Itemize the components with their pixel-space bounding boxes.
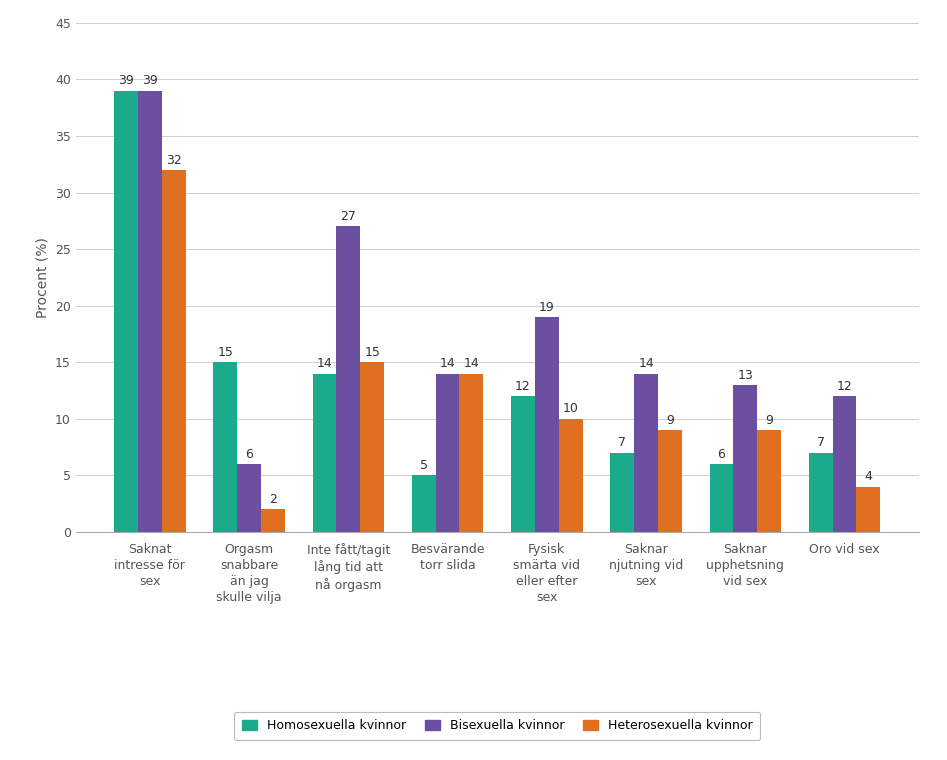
Bar bbox=[162, 170, 186, 532]
Text: 14: 14 bbox=[638, 357, 654, 370]
Text: 7: 7 bbox=[618, 436, 626, 449]
Text: 14: 14 bbox=[316, 357, 332, 370]
Text: 39: 39 bbox=[142, 74, 157, 87]
Bar bbox=[436, 374, 459, 532]
Bar bbox=[237, 464, 261, 532]
Bar bbox=[709, 464, 733, 532]
Text: 12: 12 bbox=[837, 380, 852, 393]
Bar bbox=[360, 363, 384, 532]
Text: 4: 4 bbox=[865, 470, 872, 483]
Y-axis label: Procent (%): Procent (%) bbox=[35, 237, 49, 318]
Text: 5: 5 bbox=[420, 459, 428, 472]
Bar bbox=[459, 374, 483, 532]
Bar bbox=[809, 453, 832, 532]
Text: 2: 2 bbox=[269, 493, 277, 506]
Text: 15: 15 bbox=[365, 346, 380, 359]
Bar bbox=[336, 226, 360, 532]
Bar bbox=[634, 374, 658, 532]
Bar bbox=[758, 430, 781, 532]
Bar bbox=[213, 363, 237, 532]
Bar bbox=[261, 509, 285, 532]
Text: 6: 6 bbox=[245, 448, 253, 461]
Text: 14: 14 bbox=[439, 357, 456, 370]
Bar bbox=[832, 396, 856, 532]
Text: 15: 15 bbox=[217, 346, 233, 359]
Text: 9: 9 bbox=[666, 413, 674, 427]
Legend: Homosexuella kvinnor, Bisexuella kvinnor, Heterosexuella kvinnor: Homosexuella kvinnor, Bisexuella kvinnor… bbox=[234, 711, 760, 739]
Text: 12: 12 bbox=[515, 380, 531, 393]
Text: 19: 19 bbox=[539, 301, 555, 314]
Text: 6: 6 bbox=[718, 448, 725, 461]
Bar bbox=[114, 90, 138, 532]
Bar bbox=[138, 90, 162, 532]
Bar bbox=[535, 317, 559, 532]
Text: 39: 39 bbox=[118, 74, 134, 87]
Bar bbox=[856, 486, 881, 532]
Bar bbox=[658, 430, 682, 532]
Text: 13: 13 bbox=[738, 369, 753, 382]
Bar bbox=[610, 453, 634, 532]
Text: 14: 14 bbox=[463, 357, 479, 370]
Bar bbox=[313, 374, 336, 532]
Text: 7: 7 bbox=[816, 436, 825, 449]
Bar bbox=[412, 476, 436, 532]
Bar bbox=[559, 419, 582, 532]
Bar bbox=[733, 385, 758, 532]
Text: 27: 27 bbox=[340, 210, 356, 223]
Text: 32: 32 bbox=[166, 154, 182, 166]
Bar bbox=[511, 396, 535, 532]
Text: 9: 9 bbox=[765, 413, 773, 427]
Text: 10: 10 bbox=[563, 403, 579, 416]
